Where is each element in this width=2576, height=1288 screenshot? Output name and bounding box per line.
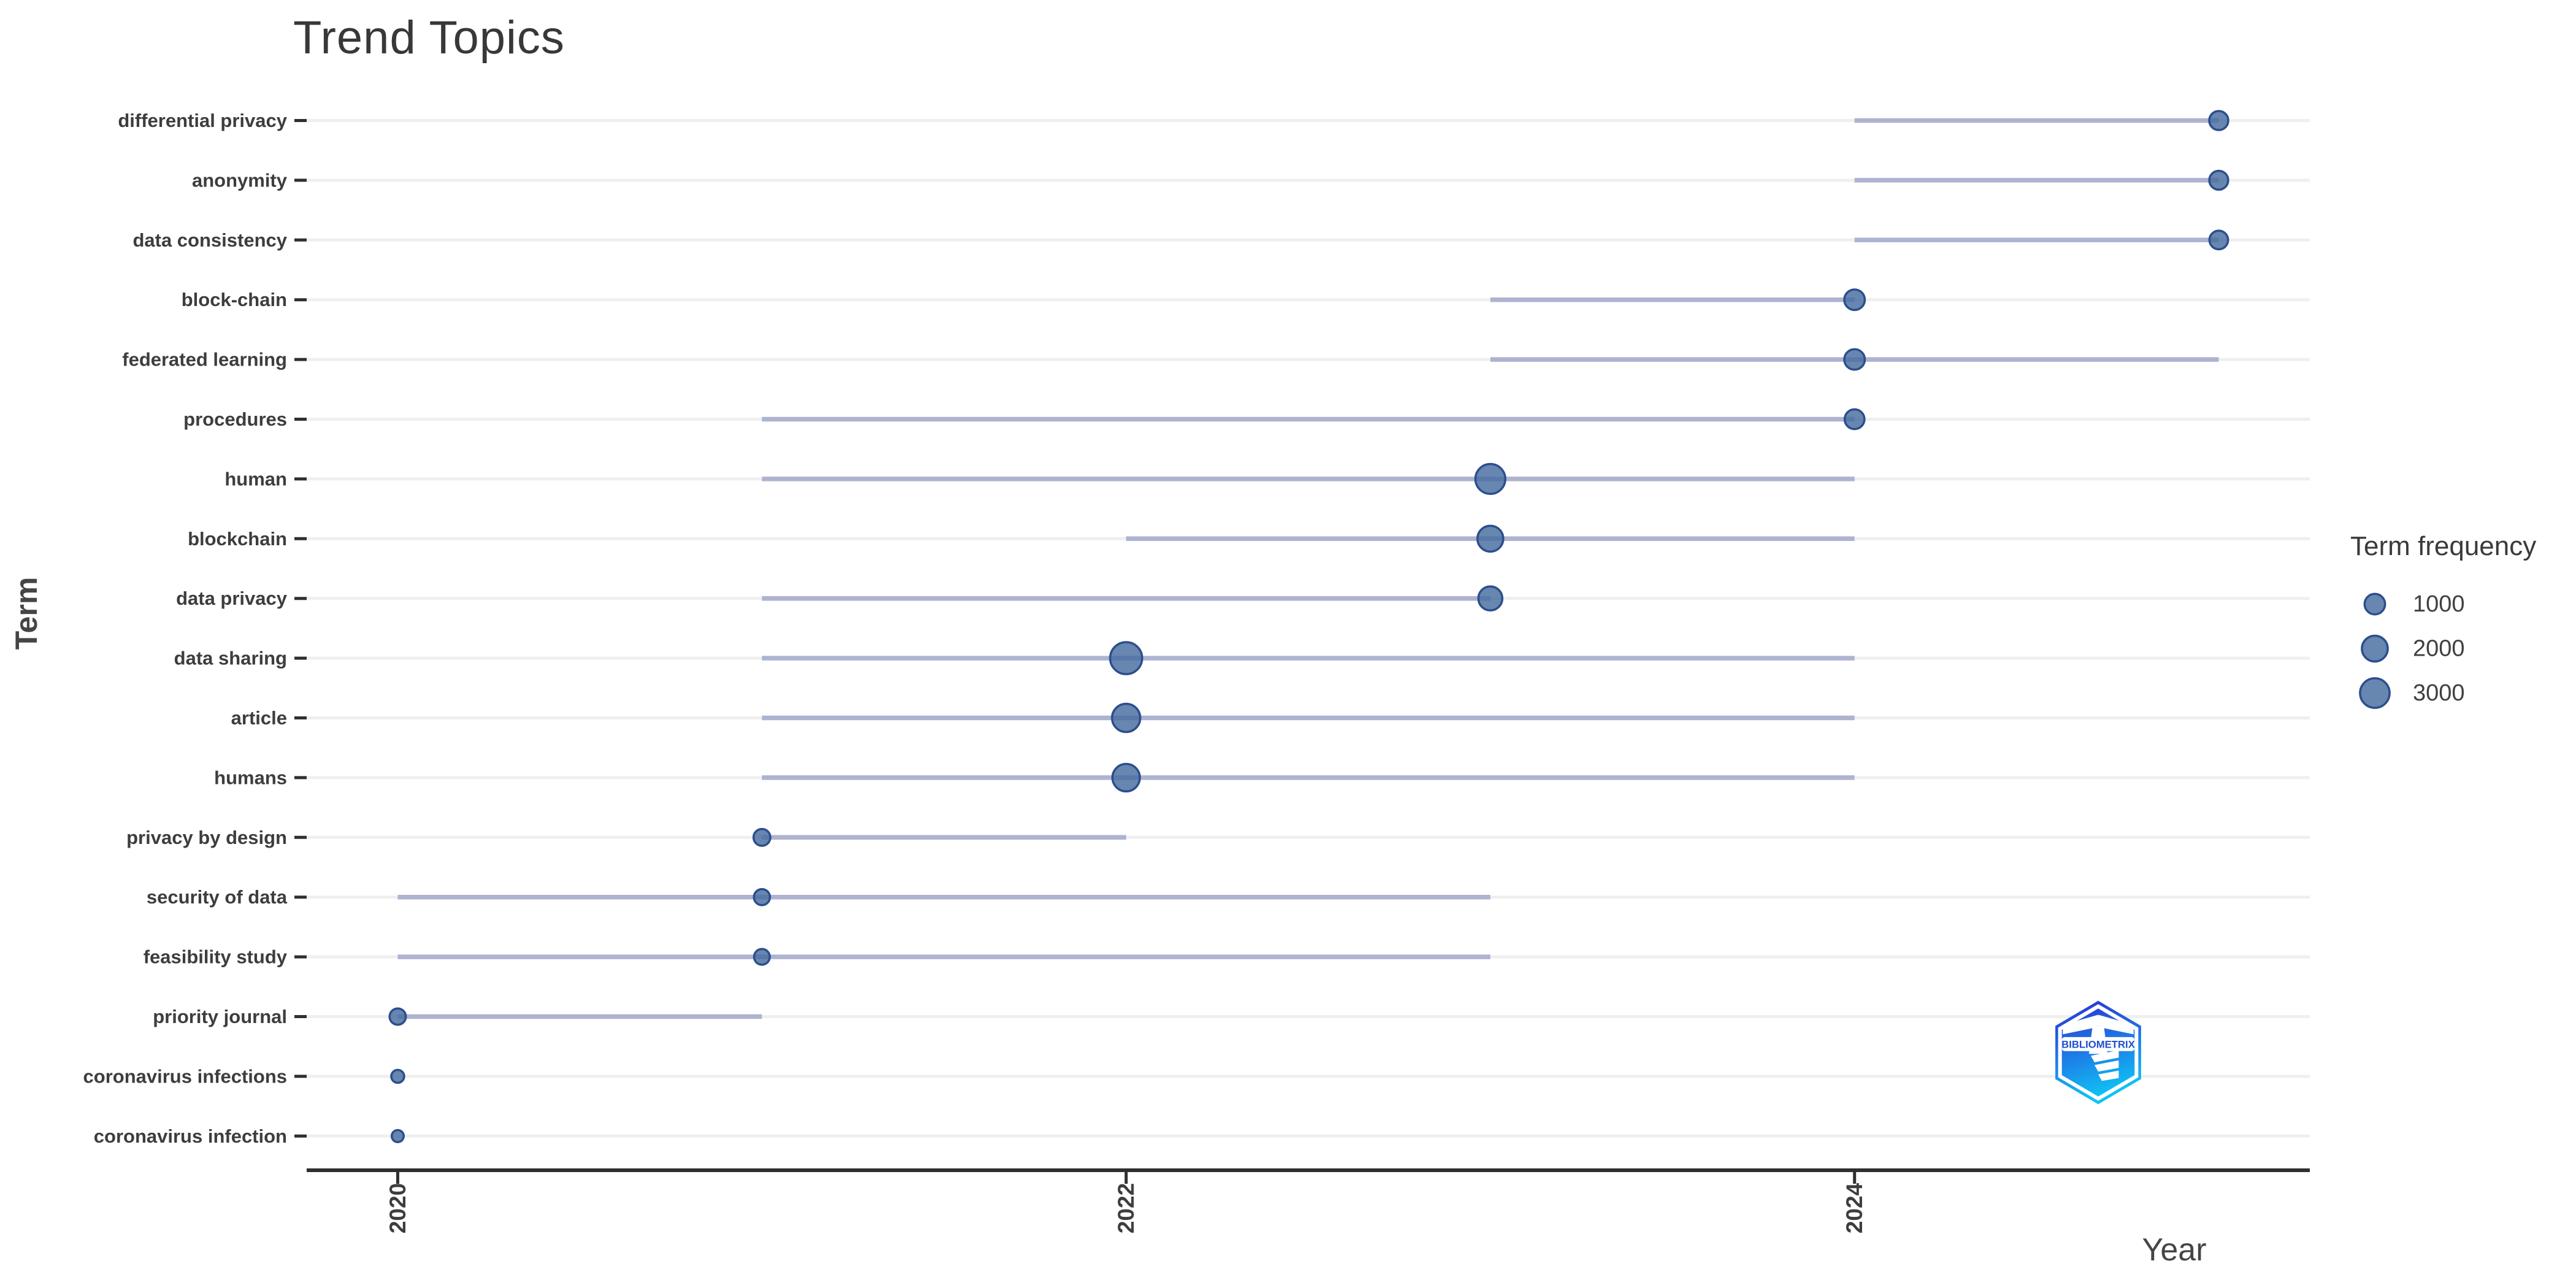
trend-lines: [397, 118, 2219, 1019]
term-dots: [388, 110, 2229, 1143]
gridlines: [307, 119, 2310, 1138]
y-tick-label: data privacy: [176, 588, 288, 609]
term-dot: [2208, 169, 2229, 191]
y-tick-label: anonymity: [192, 169, 288, 191]
term-dot: [1477, 585, 1504, 611]
term-dot: [753, 887, 772, 907]
y-tick-label: privacy by design: [126, 827, 287, 848]
y-tick-label: security of data: [147, 886, 288, 908]
y-tick-label: block-chain: [182, 289, 287, 310]
term-dot: [1843, 288, 1866, 312]
legend-circle: [2359, 677, 2391, 709]
term-dot: [390, 1068, 405, 1084]
y-tick-label: data consistency: [132, 229, 287, 251]
term-dot: [752, 827, 772, 847]
size-legend: Term frequency 1000 2000 3000: [2350, 531, 2536, 709]
y-tick-label: blockchain: [188, 528, 287, 550]
page-title: Trend Topics: [293, 12, 565, 64]
legend-label: 2000: [2413, 636, 2465, 662]
y-tick-label: feasibility study: [144, 946, 288, 968]
term-dot: [1476, 524, 1505, 553]
logo-lighthouse: [2063, 1014, 2134, 1081]
y-tick-label: federated learning: [122, 349, 287, 370]
y-tick-label: coronavirus infections: [83, 1065, 287, 1087]
y-tick-label: coronavirus infection: [94, 1125, 287, 1147]
term-dot: [1843, 348, 1866, 371]
x-tick-label: 2024: [1842, 1183, 1867, 1233]
term-dot: [2208, 229, 2229, 251]
y-tick-label: human: [224, 468, 287, 489]
term-dot: [1843, 408, 1866, 431]
term-dot: [1111, 702, 1141, 734]
term-dot: [2208, 110, 2229, 131]
y-tick-label: procedures: [183, 408, 287, 430]
y-tick-label: priority journal: [153, 1006, 287, 1027]
y-tick-label: humans: [214, 767, 287, 788]
term-dot: [753, 948, 771, 966]
term-dot: [1474, 462, 1507, 496]
term-dot: [1109, 641, 1143, 675]
term-dot: [388, 1007, 407, 1026]
legend-circle: [2361, 634, 2389, 663]
x-tick-label: 2020: [385, 1183, 410, 1233]
x-axis-title: Year: [2142, 1232, 2207, 1268]
bibliometrix-logo: BIBLIOMETRIX: [2055, 1000, 2141, 1105]
term-dot: [390, 1129, 405, 1143]
term-dot: [1111, 762, 1141, 793]
logo-banner: BIBLIOMETRIX: [2061, 1037, 2135, 1051]
y-tick-label: article: [231, 707, 287, 729]
x-tick-labels: 2020 2022 2024: [385, 1183, 1867, 1233]
y-tick-label: differential privacy: [118, 110, 287, 131]
axis-ticks: [294, 119, 1857, 1184]
y-tick-label: data sharing: [174, 648, 287, 669]
legend-label: 3000: [2413, 680, 2465, 706]
legend-title: Term frequency: [2350, 531, 2536, 561]
logo-text: BIBLIOMETRIX: [2061, 1038, 2135, 1050]
y-tick-labels: differential privacy anonymity data consis…: [83, 110, 288, 1147]
x-tick-label: 2022: [1114, 1183, 1139, 1233]
legend-circle: [2363, 592, 2386, 616]
legend-label: 1000: [2413, 591, 2465, 617]
